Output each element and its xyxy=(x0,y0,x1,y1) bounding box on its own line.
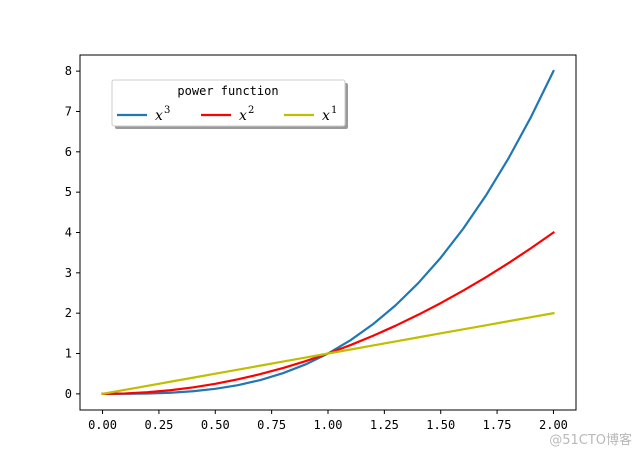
x-tick-label: 1.75 xyxy=(483,418,512,432)
series-line-x1 xyxy=(101,311,555,396)
x-tick-label: 1.50 xyxy=(426,418,455,432)
x-tick-label: 1.00 xyxy=(314,418,343,432)
y-tick-label: 8 xyxy=(65,64,72,78)
legend-label-x2: x xyxy=(239,108,247,124)
x-axis: 0.00 0.25 0.50 0.75 1.00 1.25 1.50 1.75 2.00 xyxy=(88,410,568,432)
y-tick-label: 7 xyxy=(65,104,72,118)
y-tick-label: 3 xyxy=(65,266,72,280)
x-tick-label: 0.75 xyxy=(257,418,286,432)
y-tick-label: 0 xyxy=(65,387,72,401)
y-tick-label: 6 xyxy=(65,145,72,159)
x-tick-label: 0.00 xyxy=(88,418,117,432)
y-tick-label: 5 xyxy=(65,185,72,199)
x-tick-label: 2.00 xyxy=(539,418,568,432)
y-tick-label: 4 xyxy=(65,226,72,240)
y-tick-label: 1 xyxy=(65,347,72,361)
watermark: @51CTO博客 xyxy=(549,432,632,448)
series-layer xyxy=(101,69,555,396)
x-tick-label: 1.25 xyxy=(370,418,399,432)
legend-exponent-x2: 2 xyxy=(248,105,254,116)
legend-exponent-x3: 3 xyxy=(164,105,170,116)
x-tick-label: 0.25 xyxy=(144,418,173,432)
legend-label-x1: x xyxy=(322,108,330,124)
legend-title: power function xyxy=(177,84,278,98)
legend-label-x3: x xyxy=(155,108,163,124)
y-tick-label: 2 xyxy=(65,306,72,320)
x-tick-label: 0.50 xyxy=(201,418,230,432)
legend-exponent-x1: 1 xyxy=(331,105,337,116)
y-axis: 0 1 2 3 4 5 6 7 8 xyxy=(65,64,80,401)
